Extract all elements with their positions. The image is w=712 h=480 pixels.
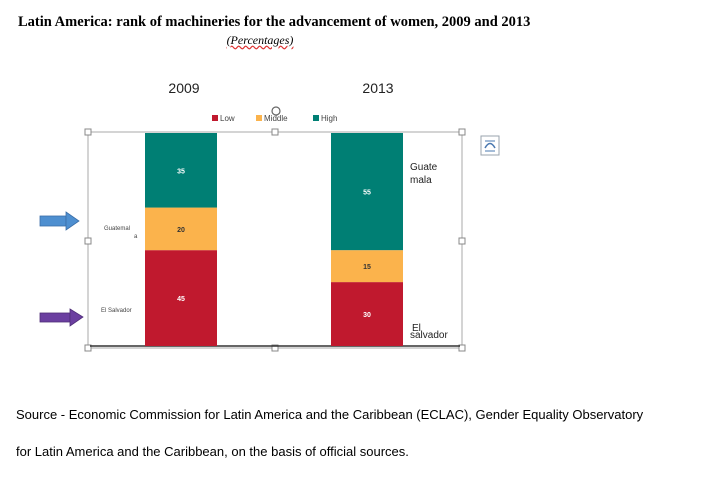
rotate-handle-icon[interactable] xyxy=(271,106,281,116)
guatemala-right-label: Guate mala xyxy=(410,162,440,186)
legend-label-middle: Middle xyxy=(264,114,288,123)
year-label-2009: 2009 xyxy=(168,80,199,96)
bar-2009-low xyxy=(145,250,217,346)
chart-title: Latin America: rank of machineries for t… xyxy=(18,14,531,30)
el-salvador-left-label: El Salvador xyxy=(101,308,132,314)
guatemala-right-line1: Guate xyxy=(410,162,438,173)
legend-swatch-low xyxy=(212,115,218,121)
data-label-2009-low: 45 xyxy=(177,296,185,303)
guatemala-left-line2: a xyxy=(134,234,138,240)
el-salvador-right-label: El salvador xyxy=(410,323,448,341)
bar-label-group: 45 20 35 30 15 55 xyxy=(177,168,371,319)
el-salvador-right-line1: El xyxy=(412,323,421,334)
legend: Low Middle High xyxy=(212,114,337,123)
legend-label-low: Low xyxy=(220,114,235,123)
chart-frame[interactable] xyxy=(87,131,463,349)
legend-swatch-middle xyxy=(256,115,262,121)
year-label-2013: 2013 xyxy=(362,80,393,96)
guatemala-left-label: Guatemal a xyxy=(104,226,138,240)
legend-label-high: High xyxy=(321,114,337,123)
bar-2009-high xyxy=(145,133,217,208)
bar-2013-middle xyxy=(331,250,403,283)
bar-2013-high xyxy=(331,133,403,251)
bar-group xyxy=(145,133,403,346)
data-label-2009-high: 35 xyxy=(177,168,185,175)
selection-handles[interactable] xyxy=(84,128,466,352)
source-line-2: for Latin America and the Caribbean, on … xyxy=(16,444,409,459)
data-label-2013-middle: 15 xyxy=(363,264,371,271)
blue-arrow-icon xyxy=(39,211,80,231)
chart-subtitle: (Percentages) xyxy=(226,33,294,47)
data-label-2013-high: 55 xyxy=(363,190,371,197)
legend-swatch-high xyxy=(313,115,319,121)
data-label-2009-middle: 20 xyxy=(177,227,185,234)
purple-arrow-icon xyxy=(39,308,84,327)
layout-options-icon[interactable] xyxy=(480,135,500,156)
bar-2009-middle xyxy=(145,207,217,251)
guatemala-left-line1: Guatemal xyxy=(104,226,130,232)
el-salvador-right-line2: salvador xyxy=(410,330,448,341)
data-label-2013-low: 30 xyxy=(363,312,371,319)
bar-2013-low xyxy=(331,282,403,346)
guatemala-right-line2: mala xyxy=(410,175,432,186)
source-line-1: Source - Economic Commission for Latin A… xyxy=(16,407,644,422)
